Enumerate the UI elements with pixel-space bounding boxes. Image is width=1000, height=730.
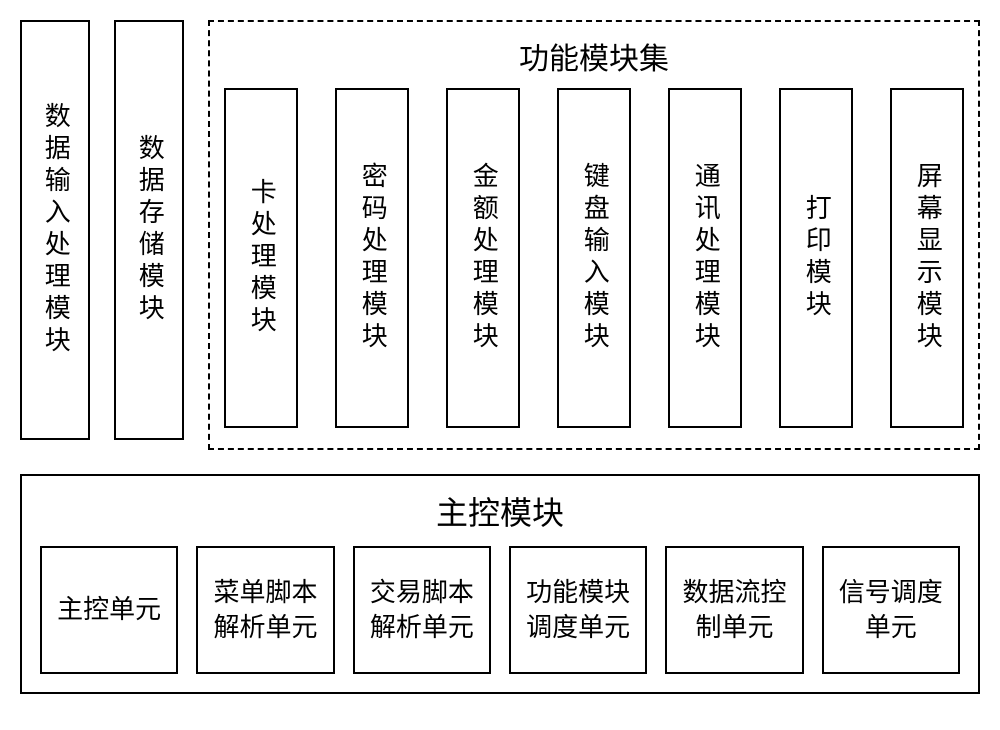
main-control-unit-box: 主控单元: [40, 546, 178, 674]
top-row: 数据输入处理模块 数据存储模块 功能模块集 卡处理模块 密码处理模块 金额处理模…: [20, 20, 980, 450]
data-storage-module-box: 数据存储模块: [114, 20, 184, 440]
system-block-diagram: 数据输入处理模块 数据存储模块 功能模块集 卡处理模块 密码处理模块 金额处理模…: [20, 20, 980, 710]
amount-process-module-label: 金额处理模块: [469, 162, 498, 354]
password-process-module-box: 密码处理模块: [335, 88, 409, 428]
function-group-title: 功能模块集: [224, 34, 964, 78]
data-flow-control-unit-label: 数据流控制单元: [675, 575, 793, 645]
print-module-label: 打印模块: [802, 194, 831, 322]
trade-script-parse-unit-label: 交易脚本解析单元: [363, 575, 481, 645]
screen-display-module-box: 屏幕显示模块: [890, 88, 964, 428]
trade-script-parse-unit-box: 交易脚本解析单元: [353, 546, 491, 674]
menu-script-parse-unit-box: 菜单脚本解析单元: [196, 546, 334, 674]
menu-script-parse-unit-label: 菜单脚本解析单元: [206, 575, 324, 645]
data-flow-control-unit-box: 数据流控制单元: [665, 546, 803, 674]
password-process-module-label: 密码处理模块: [358, 162, 387, 354]
func-module-schedule-unit-box: 功能模块调度单元: [509, 546, 647, 674]
amount-process-module-box: 金额处理模块: [446, 88, 520, 428]
main-control-items-row: 主控单元 菜单脚本解析单元 交易脚本解析单元 功能模块调度单元 数据流控制单元 …: [40, 546, 960, 674]
function-items-row: 卡处理模块 密码处理模块 金额处理模块 键盘输入模块 通讯处理模块 打印模块: [224, 88, 964, 434]
main-control-unit-label: 主控单元: [57, 592, 161, 627]
data-input-module-label: 数据输入处理模块: [41, 102, 70, 358]
data-storage-module-label: 数据存储模块: [135, 134, 164, 326]
screen-display-module-label: 屏幕显示模块: [913, 162, 942, 354]
comm-process-module-box: 通讯处理模块: [668, 88, 742, 428]
keyboard-input-module-box: 键盘输入模块: [557, 88, 631, 428]
print-module-box: 打印模块: [779, 88, 853, 428]
signal-schedule-unit-box: 信号调度单元: [822, 546, 960, 674]
signal-schedule-unit-label: 信号调度单元: [832, 575, 950, 645]
function-module-group: 功能模块集 卡处理模块 密码处理模块 金额处理模块 键盘输入模块 通讯处理模块: [208, 20, 980, 450]
card-process-module-label: 卡处理模块: [247, 178, 276, 338]
card-process-module-box: 卡处理模块: [224, 88, 298, 428]
comm-process-module-label: 通讯处理模块: [691, 162, 720, 354]
keyboard-input-module-label: 键盘输入模块: [580, 162, 609, 354]
data-input-module-box: 数据输入处理模块: [20, 20, 90, 440]
func-module-schedule-unit-label: 功能模块调度单元: [519, 575, 637, 645]
main-control-title: 主控模块: [40, 488, 960, 534]
main-control-module: 主控模块 主控单元 菜单脚本解析单元 交易脚本解析单元 功能模块调度单元 数据流…: [20, 474, 980, 694]
